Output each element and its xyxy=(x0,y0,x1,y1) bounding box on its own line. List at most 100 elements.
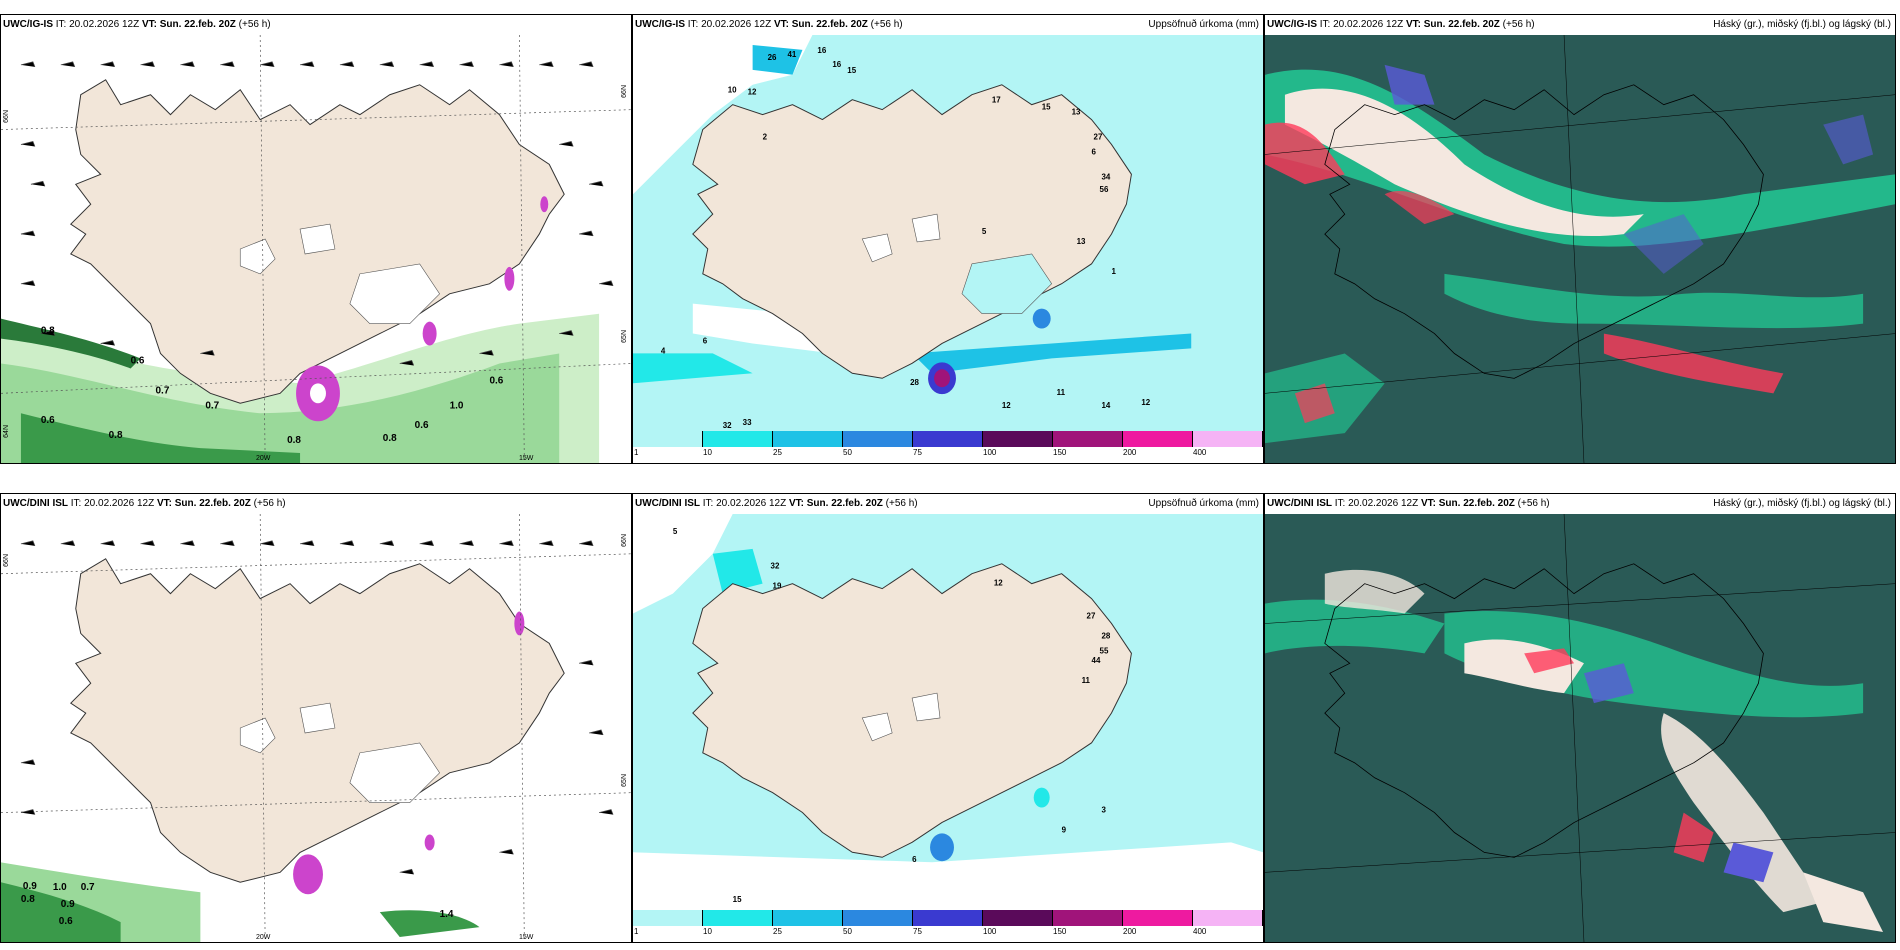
svg-text:1.0: 1.0 xyxy=(53,882,67,893)
svg-text:28: 28 xyxy=(1102,631,1111,640)
svg-text:10: 10 xyxy=(728,86,737,95)
svg-text:0.7: 0.7 xyxy=(205,400,219,411)
panel-header: UWC/DINI ISL IT: 20.02.2026 12Z VT: Sun.… xyxy=(633,494,1263,514)
svg-text:33: 33 xyxy=(743,418,752,427)
precip-map: 32 19 12 27 28 55 44 11 6 9 3 5 15 xyxy=(633,514,1263,910)
svg-text:0.8: 0.8 xyxy=(287,435,301,446)
svg-text:32: 32 xyxy=(723,421,732,430)
legend-swatch xyxy=(633,431,703,447)
svg-text:13: 13 xyxy=(1077,237,1086,246)
legend-tick: 75 xyxy=(913,448,922,457)
svg-text:6: 6 xyxy=(703,336,708,345)
svg-text:32: 32 xyxy=(771,562,780,571)
gust-zone-mid xyxy=(1,353,560,463)
panel-header: UWC/DINI ISL IT: 20.02.2026 12Z VT: Sun.… xyxy=(1265,494,1895,514)
svg-text:2: 2 xyxy=(763,132,768,141)
panel-title: Háský (gr.), miðský (fj.bl.) og lágský (… xyxy=(1713,498,1891,509)
panel-header: UWC/IG-IS IT: 20.02.2026 12Z VT: Sun. 22… xyxy=(633,15,1263,35)
svg-text:0.8: 0.8 xyxy=(383,433,397,444)
lat-label: 66N xyxy=(3,554,10,567)
svg-text:44: 44 xyxy=(1092,656,1101,665)
lon-label: 20W xyxy=(256,934,271,941)
svg-text:0.8: 0.8 xyxy=(21,894,35,905)
svg-text:0.6: 0.6 xyxy=(59,916,73,927)
lon-label: 15W xyxy=(519,455,534,462)
legend-tick: 50 xyxy=(843,448,852,457)
svg-text:15: 15 xyxy=(847,66,856,75)
legend-tick: 100 xyxy=(983,448,997,457)
wind-map-panel-dini: UWC/DINI ISL IT: 20.02.2026 12Z VT: Sun.… xyxy=(0,493,632,943)
gust-zone-dark xyxy=(20,413,301,463)
panel-header: UWC/IG-IS IT: 20.02.2026 12Z VT: Sun. 22… xyxy=(1,15,631,35)
panel-title: Háský (gr.), miðský (fj.bl.) og lágský (… xyxy=(1713,19,1891,30)
svg-text:12: 12 xyxy=(1002,401,1011,410)
lat-label: 65N xyxy=(621,774,628,787)
panel-title: Uppsöfnuð úrkoma (mm) xyxy=(1148,19,1259,30)
svg-text:34: 34 xyxy=(1102,172,1111,181)
svg-text:11: 11 xyxy=(1057,388,1066,397)
svg-text:26: 26 xyxy=(768,53,777,62)
lon-label: 20W xyxy=(256,455,271,462)
cloud-map-panel-dini: UWC/DINI ISL IT: 20.02.2026 12Z VT: Sun.… xyxy=(1264,493,1896,943)
svg-text:0.7: 0.7 xyxy=(81,882,95,893)
cloud-map xyxy=(1265,35,1895,463)
lat-label: 65N xyxy=(621,330,628,343)
wind-map: 0.9 1.0 0.7 0.8 0.9 0.6 1.4 xyxy=(1,514,631,942)
svg-text:6: 6 xyxy=(1092,147,1097,156)
svg-text:0.9: 0.9 xyxy=(23,881,37,892)
svg-text:15: 15 xyxy=(1042,103,1051,112)
wind-map-svg: 0.8 0.6 0.7 0.7 0.6 0.8 0.8 0.8 0.6 1.0 … xyxy=(1,35,631,463)
svg-text:27: 27 xyxy=(1087,611,1096,620)
legend-swatch xyxy=(1193,431,1263,447)
svg-text:0.9: 0.9 xyxy=(61,899,75,910)
lat-label: 66N xyxy=(621,534,628,547)
svg-text:0.6: 0.6 xyxy=(489,375,503,386)
svg-text:41: 41 xyxy=(788,50,797,59)
panel-header: UWC/DINI ISL IT: 20.02.2026 12Z VT: Sun.… xyxy=(1,494,631,514)
legend-tick: 200 xyxy=(1123,448,1137,457)
svg-text:5: 5 xyxy=(982,227,987,236)
legend-tick: 25 xyxy=(773,448,782,457)
legend-swatch xyxy=(913,431,983,447)
precip-legend: 1 10 25 50 75 100 150 200 400 xyxy=(633,431,1263,463)
svg-text:28: 28 xyxy=(910,378,919,387)
svg-text:19: 19 xyxy=(773,582,782,591)
svg-text:16: 16 xyxy=(817,46,826,55)
svg-text:16: 16 xyxy=(832,60,841,69)
legend-tick: 10 xyxy=(703,448,712,457)
legend-swatch xyxy=(703,431,773,447)
wind-map-panel-igis: UWC/IG-IS IT: 20.02.2026 12Z VT: Sun. 22… xyxy=(0,14,632,464)
svg-text:12: 12 xyxy=(748,88,757,97)
lat-label: 64N xyxy=(3,425,10,438)
lat-label: 66N xyxy=(621,85,628,98)
panel-title: Uppsöfnuð úrkoma (mm) xyxy=(1148,498,1259,509)
panel-header: UWC/IG-IS IT: 20.02.2026 12Z VT: Sun. 22… xyxy=(1265,15,1895,35)
svg-text:55: 55 xyxy=(1100,646,1109,655)
svg-text:14: 14 xyxy=(1102,401,1111,410)
svg-text:3: 3 xyxy=(1102,805,1107,814)
wind-map: 0.8 0.6 0.7 0.7 0.6 0.8 0.8 0.8 0.6 1.0 … xyxy=(1,35,631,463)
svg-text:12: 12 xyxy=(1141,398,1150,407)
svg-text:56: 56 xyxy=(1100,185,1109,194)
svg-text:0.8: 0.8 xyxy=(109,430,123,441)
svg-text:0.7: 0.7 xyxy=(156,385,170,396)
svg-text:27: 27 xyxy=(1094,132,1103,141)
lat-label: 66N xyxy=(3,110,10,123)
svg-text:0.6: 0.6 xyxy=(41,415,55,426)
svg-text:15: 15 xyxy=(733,895,742,904)
precip-map-panel-igis: UWC/IG-IS IT: 20.02.2026 12Z VT: Sun. 22… xyxy=(632,14,1264,464)
svg-text:13: 13 xyxy=(1072,108,1081,117)
legend-swatch xyxy=(843,431,913,447)
svg-text:12: 12 xyxy=(994,579,1003,588)
svg-text:11: 11 xyxy=(1082,676,1091,685)
legend-tick: 1 xyxy=(634,448,639,457)
legend-swatch xyxy=(1053,431,1123,447)
iceland-land xyxy=(692,84,1132,379)
svg-text:1.0: 1.0 xyxy=(450,400,464,411)
cloud-map xyxy=(1265,514,1895,942)
legend-swatch xyxy=(773,431,843,447)
legend-swatch xyxy=(1123,431,1193,447)
cloud-map-panel-igis: UWC/IG-IS IT: 20.02.2026 12Z VT: Sun. 22… xyxy=(1264,14,1896,464)
precip-legend: 1 10 25 50 75 100 150 200 400 xyxy=(633,910,1263,942)
svg-text:1: 1 xyxy=(1111,267,1116,276)
